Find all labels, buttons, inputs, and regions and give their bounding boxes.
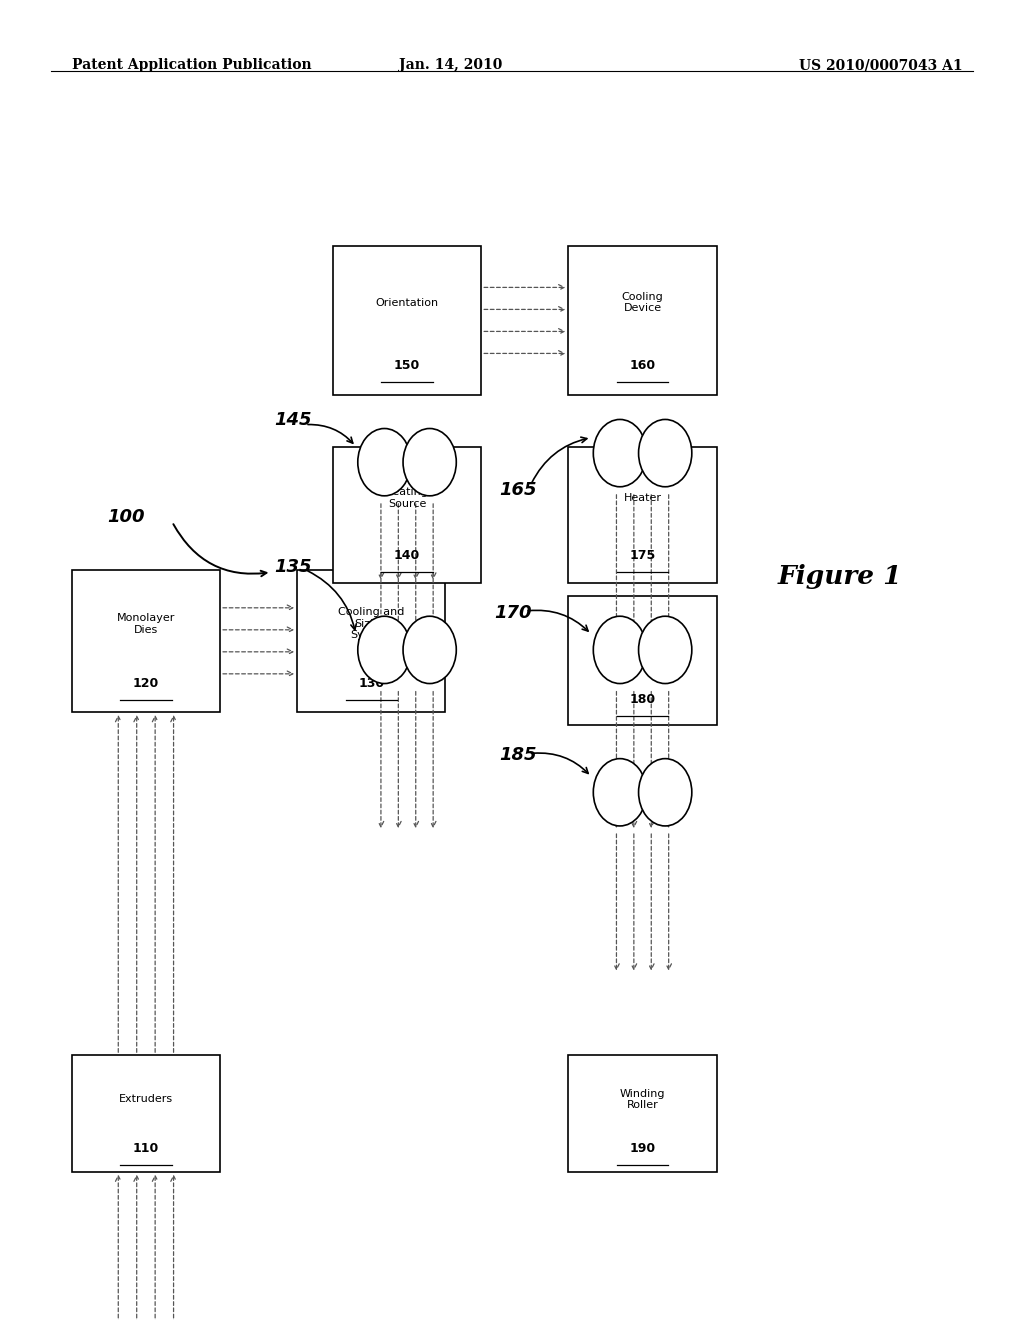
Text: Jan. 14, 2010: Jan. 14, 2010: [399, 58, 502, 73]
Text: Figure 1: Figure 1: [777, 564, 902, 589]
Text: 135: 135: [274, 558, 312, 577]
Circle shape: [593, 616, 646, 684]
Text: Winding
Roller: Winding Roller: [620, 1089, 666, 1110]
Circle shape: [593, 420, 646, 487]
Text: Orientation: Orientation: [376, 297, 438, 308]
Text: 190: 190: [630, 1142, 655, 1155]
Text: Extruders: Extruders: [119, 1094, 173, 1105]
Text: Patent Application Publication: Patent Application Publication: [72, 58, 311, 73]
Text: Cooling and
Sizing
System: Cooling and Sizing System: [338, 607, 404, 640]
Text: Cooling
Device: Cooling Device: [622, 292, 664, 313]
Text: Heating
Source: Heating Source: [385, 487, 429, 510]
Circle shape: [639, 420, 692, 487]
Circle shape: [639, 759, 692, 826]
Text: 160: 160: [630, 359, 655, 371]
FancyBboxPatch shape: [72, 570, 220, 711]
Circle shape: [357, 429, 411, 496]
Text: 170: 170: [495, 603, 532, 622]
Text: 165: 165: [500, 480, 538, 499]
Text: 150: 150: [394, 359, 420, 371]
Circle shape: [593, 759, 646, 826]
Text: 130: 130: [358, 677, 384, 690]
FancyBboxPatch shape: [333, 446, 481, 582]
Text: 140: 140: [394, 549, 420, 562]
Text: US 2010/0007043 A1: US 2010/0007043 A1: [799, 58, 963, 73]
FancyBboxPatch shape: [297, 570, 445, 711]
Circle shape: [357, 616, 411, 684]
Text: 175: 175: [630, 549, 655, 562]
Text: Heater: Heater: [624, 494, 662, 503]
Circle shape: [639, 616, 692, 684]
Text: Monolayer
Dies: Monolayer Dies: [117, 612, 175, 635]
Circle shape: [403, 429, 457, 496]
FancyBboxPatch shape: [333, 246, 481, 395]
Text: 110: 110: [133, 1142, 159, 1155]
FancyBboxPatch shape: [568, 246, 717, 395]
Text: 180: 180: [630, 693, 655, 706]
Text: Second
Cooling
Device: Second Cooling Device: [622, 628, 664, 661]
FancyBboxPatch shape: [568, 595, 717, 725]
Text: 185: 185: [500, 746, 538, 764]
FancyBboxPatch shape: [568, 446, 717, 582]
Text: 100: 100: [108, 508, 145, 525]
FancyBboxPatch shape: [72, 1055, 220, 1172]
Text: 145: 145: [274, 411, 312, 429]
Circle shape: [403, 616, 457, 684]
FancyBboxPatch shape: [568, 1055, 717, 1172]
Text: 120: 120: [133, 677, 159, 690]
